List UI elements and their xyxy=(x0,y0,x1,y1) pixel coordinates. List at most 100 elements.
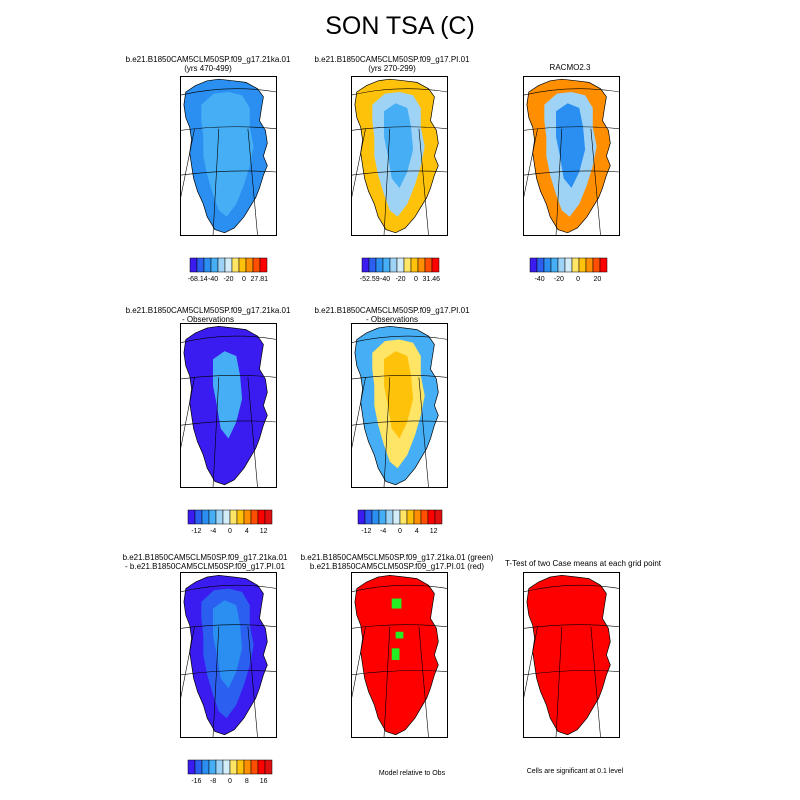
colorbar-box xyxy=(208,759,217,775)
colorbar-box xyxy=(357,509,366,525)
colorbar-box xyxy=(187,509,196,525)
longitude-line xyxy=(383,128,391,236)
latitude-line xyxy=(351,584,448,593)
colorbar-box xyxy=(236,759,245,775)
latitude-line xyxy=(523,170,620,176)
panel-title: b.e21.B1850CAM5CLM50SP.f09_g17.21ka.01 (… xyxy=(300,553,494,571)
colorbar-box xyxy=(231,257,240,273)
map-panel-1 xyxy=(180,76,277,236)
latitude-line xyxy=(180,126,277,131)
colorbar-tick-label: 4 xyxy=(415,528,419,535)
colorbar-2: -52.59 -40 -20 0 31.46 xyxy=(360,257,452,288)
latitude-line xyxy=(523,584,620,593)
longitude-line xyxy=(180,626,195,702)
latitude-line xyxy=(351,170,448,176)
colorbar-box xyxy=(417,257,426,273)
longitude-line xyxy=(418,377,429,488)
map-panel-7 xyxy=(180,572,277,738)
latitude-line xyxy=(180,170,277,176)
colorbar-box xyxy=(431,257,440,273)
colorbar-box xyxy=(382,257,391,273)
panel-title: T-Test of two Case means at each grid po… xyxy=(504,559,662,568)
longitude-line xyxy=(351,128,366,201)
longitude-line xyxy=(180,128,195,201)
colorbar-box xyxy=(578,257,587,273)
green-cell xyxy=(391,648,400,660)
colorbar-box xyxy=(217,257,226,273)
map-panel-2 xyxy=(351,76,448,236)
colorbar-box xyxy=(259,257,268,273)
colorbar-tick-label: -40 xyxy=(208,276,218,283)
colorbar-box xyxy=(236,509,245,525)
colorbar-tick-label: 12 xyxy=(260,528,268,535)
colorbar-box xyxy=(257,759,266,775)
longitude-line xyxy=(555,128,563,236)
latitude-line xyxy=(351,335,448,344)
core-region xyxy=(556,600,586,689)
colorbar-tick-label: 27.81 xyxy=(251,276,269,283)
latitude-line xyxy=(351,88,448,96)
colorbar-box xyxy=(427,509,436,525)
colorbar-box xyxy=(208,509,217,525)
longitude-line xyxy=(351,626,366,702)
latitude-line xyxy=(351,624,448,629)
colorbar-tick-label: 0 xyxy=(242,276,246,283)
colorbar-box xyxy=(229,509,238,525)
colorbar-box xyxy=(592,257,601,273)
colorbar-tick-label: 16 xyxy=(260,778,268,785)
map-panel-8 xyxy=(351,572,448,738)
colorbar-box xyxy=(536,257,545,273)
colorbar-tick-label: 20 xyxy=(593,276,601,283)
latitude-line xyxy=(180,584,277,593)
colorbar-tick-label: -68.14 xyxy=(188,276,208,283)
latitude-line xyxy=(351,420,448,426)
colorbar-box xyxy=(194,759,203,775)
colorbar-box xyxy=(410,257,419,273)
latitude-line xyxy=(180,420,277,426)
colorbar-box xyxy=(434,509,443,525)
colorbar-box xyxy=(385,509,394,525)
colorbar-box xyxy=(252,257,261,273)
colorbar-box xyxy=(187,759,196,775)
colorbar-box xyxy=(201,759,210,775)
colorbar-box xyxy=(399,509,408,525)
colorbar-box xyxy=(222,759,231,775)
colorbar-box xyxy=(403,257,412,273)
panel-title: b.e21.B1850CAM5CLM50SP.f09_g17.21ka.01 (y… xyxy=(125,55,291,73)
colorbar-tick-label: -12 xyxy=(191,528,201,535)
colorbar-tick-label: -40 xyxy=(535,276,545,283)
longitude-line xyxy=(212,626,220,738)
latitude-line xyxy=(523,624,620,629)
colorbar-box xyxy=(557,257,566,273)
colorbar-tick-label: 0 xyxy=(228,778,232,785)
longitude-line xyxy=(180,377,195,452)
longitude-line xyxy=(212,377,220,488)
longitude-line xyxy=(383,626,391,738)
core-region xyxy=(213,351,243,439)
colorbar-box xyxy=(564,257,573,273)
panel-title: b.e21.B1850CAM5CLM50SP.f09_g17.21ka.01- … xyxy=(122,553,288,571)
longitude-line xyxy=(247,377,258,488)
colorbar-box xyxy=(224,257,233,273)
panel-title: b.e21.B1850CAM5CLM50SP.f09_g17.21ka.01- … xyxy=(125,306,291,324)
core-region xyxy=(384,103,414,188)
colorbar-box xyxy=(201,509,210,525)
colorbar-box xyxy=(424,257,433,273)
colorbar-box xyxy=(406,509,415,525)
colorbar-5: -12 -4 0 4 12 xyxy=(357,509,448,540)
colorbar-box xyxy=(264,759,273,775)
latitude-line xyxy=(180,88,277,96)
colorbar-box xyxy=(543,257,552,273)
panel-title: b.e21.B1850CAM5CLM50SP.f09_g17.PI.01 (yrs… xyxy=(314,55,470,73)
latitude-line xyxy=(523,88,620,96)
colorbar-box xyxy=(389,257,398,273)
colorbar-tick-label: 8 xyxy=(245,778,249,785)
colorbar-box xyxy=(585,257,594,273)
longitude-line xyxy=(247,626,258,738)
colorbar-tick-label: 12 xyxy=(430,528,438,535)
colorbar-box xyxy=(245,257,254,273)
colorbar-box xyxy=(364,509,373,525)
colorbar-tick-label: -20 xyxy=(395,276,405,283)
latitude-line xyxy=(351,375,448,380)
green-cell xyxy=(395,631,404,639)
